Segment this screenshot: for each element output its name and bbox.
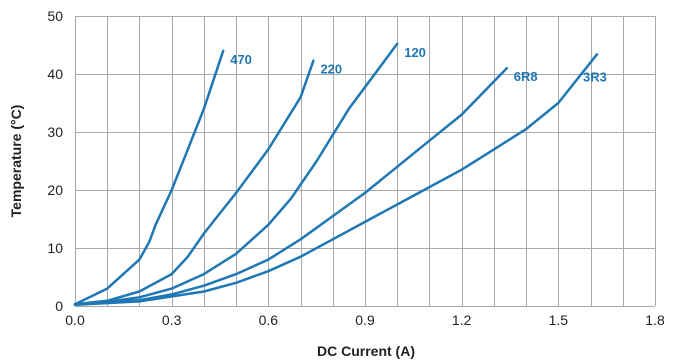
x-tick-label: 0.6 <box>259 312 279 328</box>
series-line-120 <box>73 42 399 306</box>
series-label-470: 470 <box>230 52 252 67</box>
series-lines <box>73 42 599 307</box>
x-axis-title: DC Current (A) <box>317 343 415 359</box>
series-line-220 <box>73 59 315 306</box>
y-tick-label: 20 <box>47 182 63 198</box>
x-tick-label: 0.9 <box>355 312 375 328</box>
x-tick-label: 0.0 <box>65 312 85 328</box>
y-tick-label: 50 <box>47 8 63 24</box>
series-line-3r3 <box>73 53 599 307</box>
x-tick-label: 1.5 <box>549 312 569 328</box>
grid-lines <box>75 16 656 307</box>
x-tick-label: 1.8 <box>645 312 665 328</box>
x-tick-label: 0.3 <box>162 312 182 328</box>
series-line-6r8 <box>73 66 509 307</box>
tick-labels: 0.0 0.3 0.6 0.9 1.2 1.5 1.8 0 10 20 30 40 50 <box>47 8 665 328</box>
series-labels: 470 220 120 6R8 3R3 <box>230 45 607 84</box>
series-line-470 <box>73 49 225 306</box>
series-label-220: 220 <box>320 62 342 77</box>
series-label-3r3: 3R3 <box>583 69 607 84</box>
y-tick-label: 10 <box>47 240 63 256</box>
series-label-120: 120 <box>404 45 426 60</box>
y-axis-title: Temperature (°C) <box>8 105 24 218</box>
y-tick-label: 40 <box>47 66 63 82</box>
series-label-6r8: 6R8 <box>514 69 538 84</box>
y-tick-label: 0 <box>55 298 63 314</box>
x-tick-label: 1.2 <box>452 312 472 328</box>
y-tick-label: 30 <box>47 124 63 140</box>
